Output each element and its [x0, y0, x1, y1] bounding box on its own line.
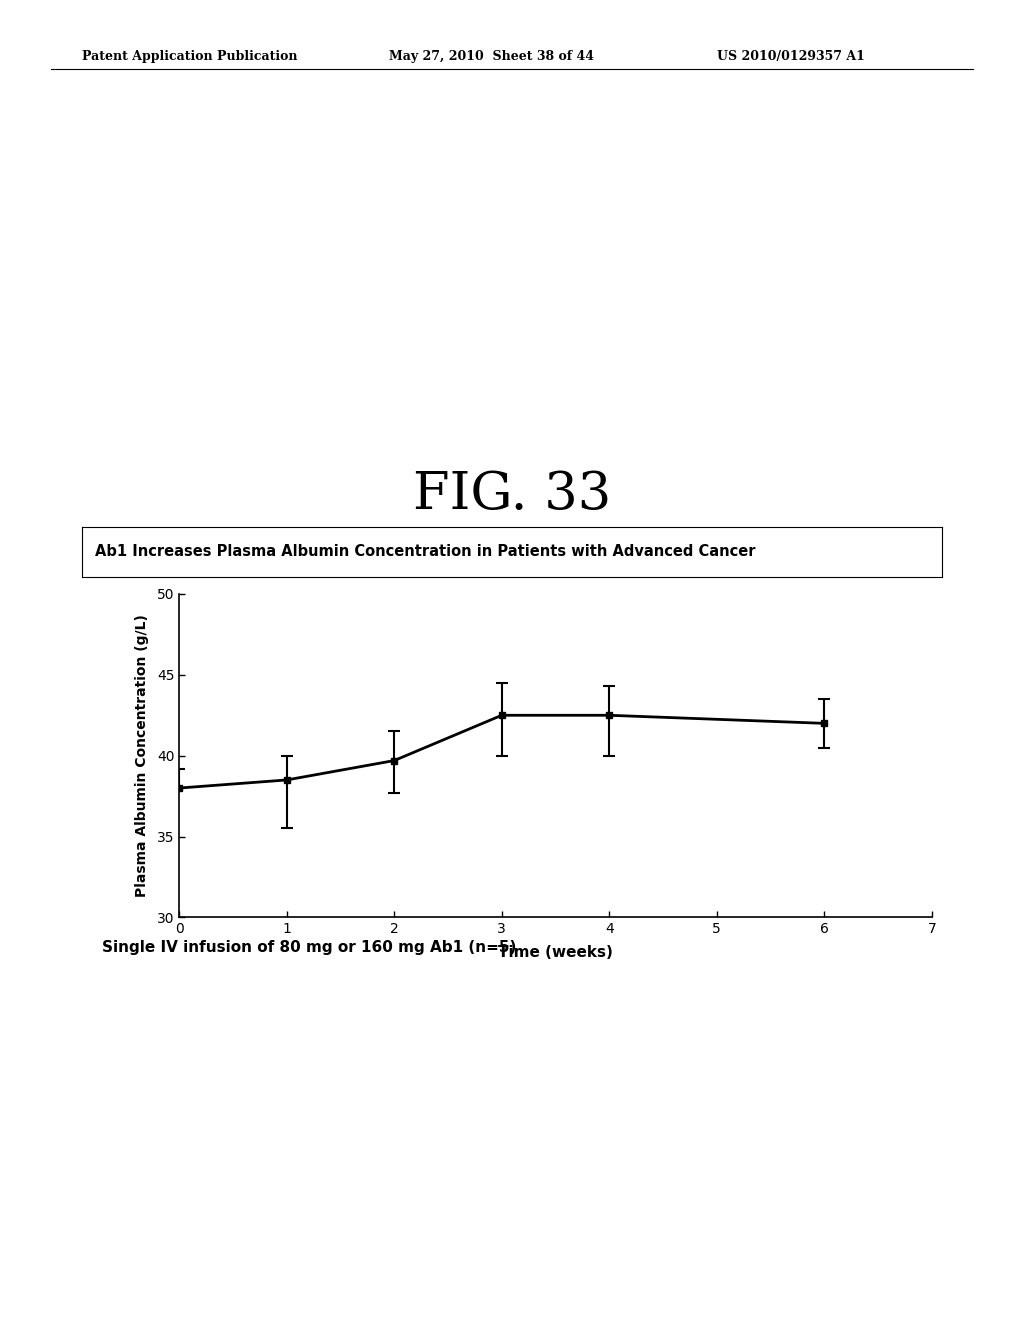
Y-axis label: Plasma Albumin Concentration (g/L): Plasma Albumin Concentration (g/L) [134, 614, 148, 898]
X-axis label: Time (weeks): Time (weeks) [498, 945, 613, 960]
Text: US 2010/0129357 A1: US 2010/0129357 A1 [717, 50, 864, 63]
Text: Single IV infusion of 80 mg or 160 mg Ab1 (n=5): Single IV infusion of 80 mg or 160 mg Ab… [102, 940, 517, 954]
Text: May 27, 2010  Sheet 38 of 44: May 27, 2010 Sheet 38 of 44 [389, 50, 594, 63]
Text: FIG. 33: FIG. 33 [413, 470, 611, 520]
Text: Patent Application Publication: Patent Application Publication [82, 50, 297, 63]
Text: Ab1 Increases Plasma Albumin Concentration in Patients with Advanced Cancer: Ab1 Increases Plasma Albumin Concentrati… [95, 544, 756, 560]
